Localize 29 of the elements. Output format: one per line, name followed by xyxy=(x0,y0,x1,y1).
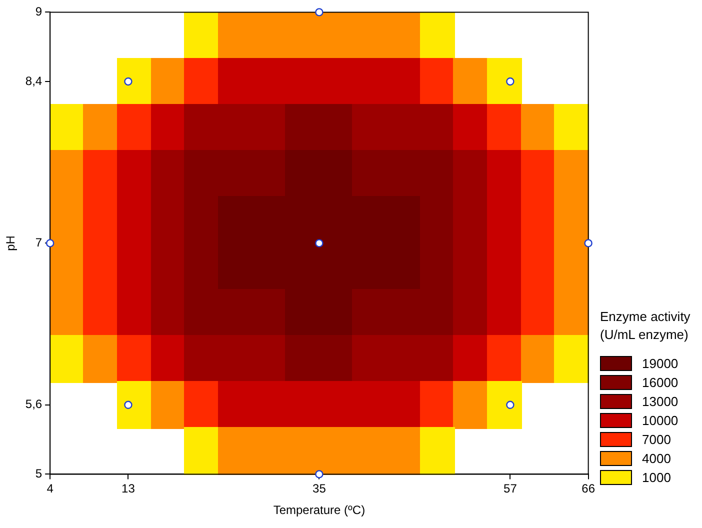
color-bar-label: 7000 xyxy=(642,432,671,447)
x-axis-title: Temperature (ºC) xyxy=(273,503,366,518)
x-tick-label: 57 xyxy=(504,482,518,496)
y-tick-label: 8,4 xyxy=(25,74,42,88)
color-bar-label: 4000 xyxy=(642,451,671,466)
point xyxy=(506,400,514,409)
point xyxy=(315,8,324,16)
point xyxy=(124,77,132,86)
color-bar-label: 16000 xyxy=(642,375,678,390)
color-bar-label: 13000 xyxy=(642,394,678,409)
x-tick-label: 66 xyxy=(582,482,596,496)
point xyxy=(506,77,514,86)
point xyxy=(315,239,324,248)
point xyxy=(46,239,54,248)
x-tick-label: 35 xyxy=(312,482,326,496)
point xyxy=(315,470,324,478)
color-bar-label: 19000 xyxy=(642,356,678,371)
x-tick-label: 4 xyxy=(46,482,54,496)
color-bar-label: 1000 xyxy=(642,470,671,485)
y-tick-label: 5,6 xyxy=(25,397,42,412)
y-tick-label: 9 xyxy=(35,4,42,19)
color-bar-label: 10000 xyxy=(642,413,678,428)
legend-title: Enzyme activity (U/mL enzyme) xyxy=(600,308,692,344)
y-axis-title: pH xyxy=(4,236,18,251)
point xyxy=(584,239,592,248)
y-tick-label: 5 xyxy=(35,466,42,481)
point xyxy=(124,400,132,409)
x-tick-label: 13 xyxy=(122,482,136,496)
y-tick-label: 7 xyxy=(35,236,42,250)
